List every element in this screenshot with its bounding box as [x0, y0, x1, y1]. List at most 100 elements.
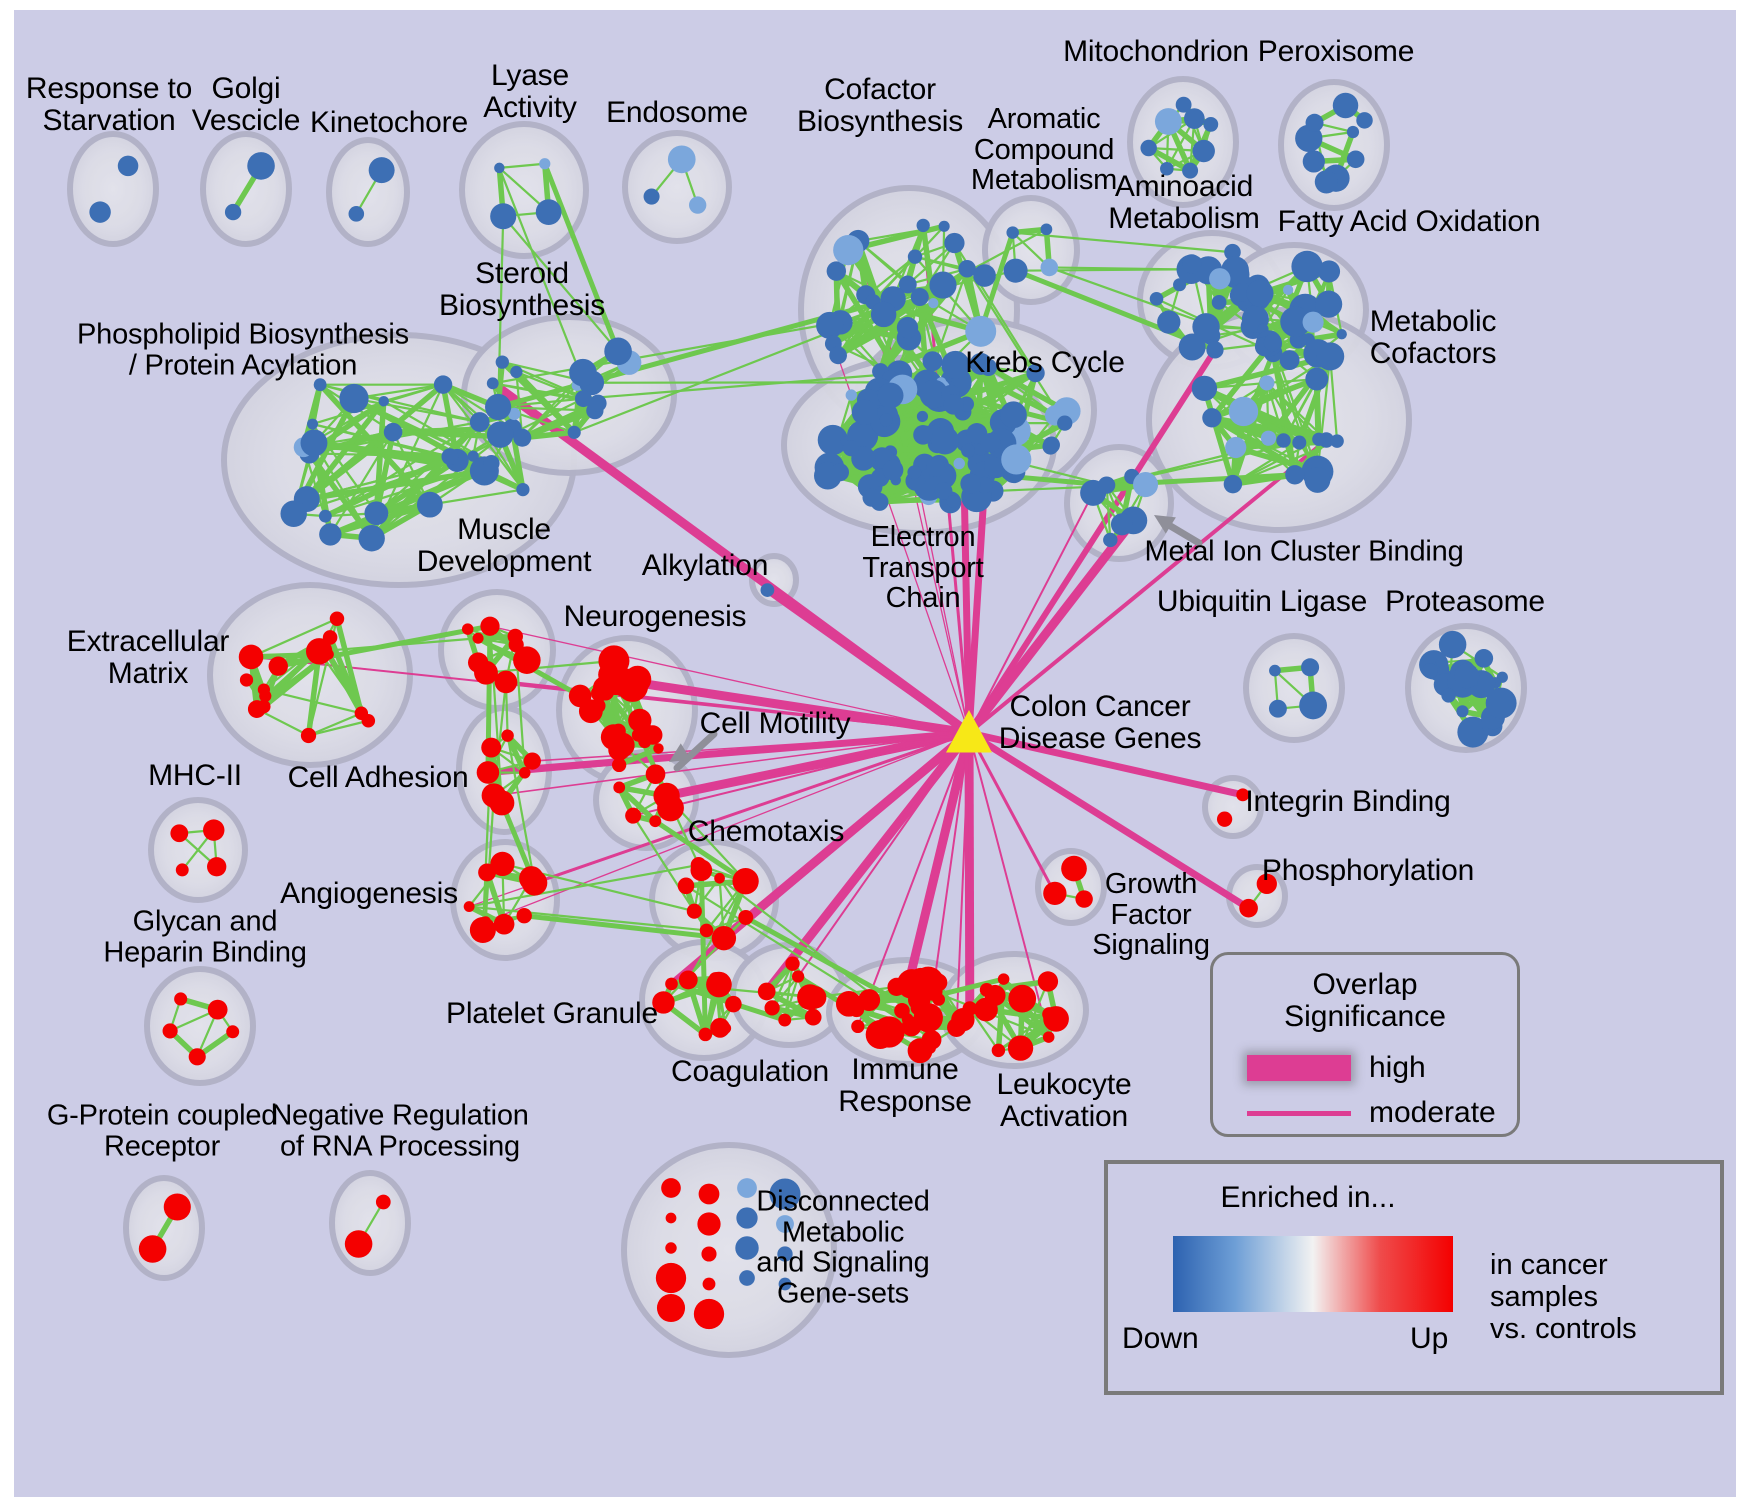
inter-cluster-edge	[941, 228, 1048, 287]
gene-set-node	[1184, 108, 1205, 129]
inter-cluster-edge	[654, 820, 747, 883]
legend-overlap-moderate: moderate	[1247, 1096, 1496, 1130]
gene-set-node	[1317, 260, 1341, 283]
hub-edge	[968, 732, 1250, 909]
gene-set-node	[804, 1008, 822, 1026]
gene-set-node	[174, 992, 188, 1006]
annotation-arrow-line	[673, 730, 718, 772]
overlap-edge	[783, 975, 800, 1022]
gene-set-node	[368, 157, 395, 184]
hub-edge	[797, 732, 970, 978]
gene-set-node	[433, 375, 453, 394]
gene-set-node	[1315, 290, 1343, 318]
overlap-edge	[997, 1013, 1051, 1052]
gene-set-node	[642, 725, 663, 745]
inter-cluster-edge	[542, 161, 621, 354]
gene-set-node	[239, 673, 254, 687]
gene-set-node	[604, 337, 632, 366]
gene-set-node	[943, 394, 964, 415]
gene-set-node	[1299, 691, 1328, 720]
gene-set-node	[725, 995, 742, 1013]
gene-set-node	[667, 145, 696, 174]
gene-set-node	[1043, 881, 1067, 906]
gene-set-node	[913, 425, 933, 445]
gene-set-node	[625, 807, 642, 824]
gene-set-node	[1314, 170, 1338, 194]
gene-set-node	[979, 983, 994, 997]
gene-set-node	[777, 1246, 793, 1262]
gene-set-node	[757, 982, 776, 1001]
cluster-hull	[144, 966, 256, 1086]
overlap-edge	[368, 419, 483, 541]
gene-set-node	[1474, 649, 1494, 668]
gene-set-node	[817, 424, 848, 456]
overlap-edge	[1282, 377, 1318, 442]
gene-set-node	[162, 1023, 178, 1039]
gene-set-node	[873, 1016, 905, 1048]
gene-set-node	[481, 737, 502, 758]
gene-set-node	[138, 1235, 167, 1263]
gene-set-node	[523, 752, 541, 770]
gene-set-node	[1182, 254, 1202, 274]
gene-set-node	[930, 426, 959, 455]
gene-set-node	[1228, 396, 1259, 427]
hub-edge	[965, 484, 989, 734]
legend-overlap-high: high	[1247, 1051, 1426, 1085]
enrichment-gradient-bar	[1173, 1236, 1453, 1312]
gene-set-node	[188, 1048, 206, 1066]
gene-set-node	[480, 916, 491, 927]
gene-set-node	[494, 670, 518, 694]
gene-set-node	[1316, 342, 1345, 371]
gene-set-node	[711, 925, 737, 951]
gene-set-node	[375, 1194, 391, 1210]
gene-set-node	[203, 819, 225, 841]
gene-set-node	[300, 727, 317, 744]
gene-set-node	[1173, 278, 1187, 292]
gene-set-node	[1157, 310, 1181, 334]
gene-set-node	[829, 346, 847, 365]
gene-set-node	[941, 350, 970, 380]
gene-set-node	[510, 365, 523, 379]
overlap-edge	[307, 653, 330, 737]
gene-set-node	[481, 783, 507, 808]
hub-edge	[968, 732, 971, 1009]
gene-set-node	[653, 743, 664, 754]
gene-set-node	[313, 378, 327, 392]
hub-edge	[489, 625, 970, 734]
gene-set-node	[1330, 434, 1344, 448]
gene-set-node	[358, 525, 385, 552]
gene-set-node	[701, 1246, 717, 1262]
gene-set-node	[1457, 716, 1489, 748]
gene-set-node	[693, 1298, 725, 1330]
gene-set-node	[163, 1193, 191, 1221]
gene-set-node	[916, 410, 929, 423]
gene-set-node	[501, 729, 514, 742]
hub-triangle[interactable]	[946, 710, 992, 753]
gene-set-node	[896, 969, 927, 999]
gene-set-node	[738, 909, 754, 925]
gene-set-node	[461, 623, 474, 635]
gene-set-node	[661, 1178, 681, 1198]
gene-set-node	[1209, 268, 1231, 290]
gene-set-node	[1192, 139, 1215, 163]
gene-set-node	[858, 989, 881, 1012]
hub-edge	[968, 732, 1050, 1038]
gene-set-node	[946, 495, 960, 508]
gene-set-node	[1332, 92, 1359, 119]
gene-set-node	[1043, 1006, 1069, 1032]
gene-set-node	[973, 264, 996, 287]
cluster-hull	[207, 582, 413, 768]
gene-set-node	[441, 448, 459, 466]
gene-set-node	[1269, 664, 1281, 677]
cluster-hull	[622, 130, 732, 244]
hub-edge	[524, 732, 970, 774]
gene-set-node	[300, 429, 328, 457]
overlap-edge	[498, 162, 546, 169]
gene-set-node	[1000, 401, 1027, 429]
gene-set-node	[257, 683, 271, 696]
gene-set-node	[969, 352, 992, 375]
gene-set-node	[1336, 329, 1347, 340]
gene-set-node	[416, 491, 443, 518]
gene-set-node	[318, 509, 332, 523]
inter-cluster-edge	[506, 734, 536, 885]
